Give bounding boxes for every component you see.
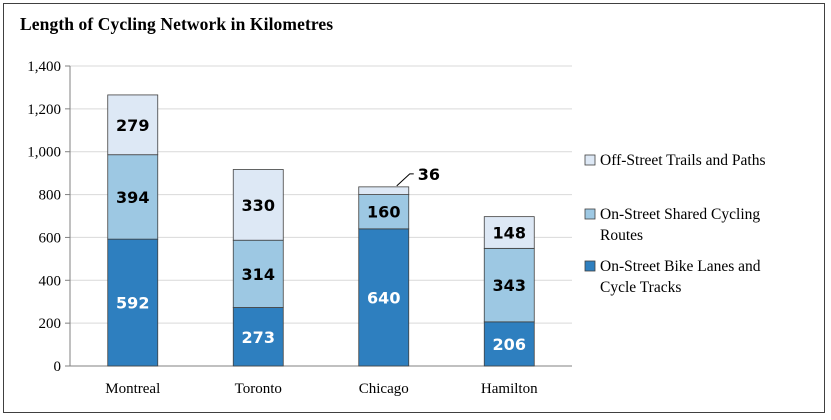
data-label-outside: 36 [418,165,440,184]
data-label: 148 [493,224,526,243]
legend-label: Routes [600,227,643,244]
y-tick-label: 0 [54,359,62,375]
data-label: 160 [367,203,400,222]
y-tick-label: 1,400 [27,59,61,75]
legend-label: Off-Street Trails and Paths [600,152,765,169]
data-label: 273 [242,328,275,347]
bar-segment-toronto-2 [232,169,284,241]
x-tick-label: Chicago [359,381,409,397]
y-tick-label: 800 [39,188,62,204]
x-tick-label: Hamilton [481,381,538,397]
data-label: 330 [242,196,275,215]
y-tick-label: 400 [39,273,62,289]
data-label: 314 [242,265,275,284]
bar-segment-montreal-0 [107,238,159,367]
bar-segment-montreal-2 [107,94,159,156]
bar-segment-montreal-1 [107,154,159,240]
y-tick-label: 1,200 [27,102,61,118]
legend-swatch-off-street-trails-and-paths [584,154,596,166]
bar-segment-hamilton-2 [483,216,535,249]
bar-segment-chicago-0 [358,228,410,367]
legend-swatch-on-street-bike-lanes-and-cycle-tracks [584,260,596,272]
y-tick-label: 1,000 [27,145,61,161]
x-tick-label: Toronto [235,381,282,397]
data-label: 394 [116,188,149,207]
data-label: 206 [493,335,526,354]
y-tick-label: 600 [39,230,62,246]
legend-label: Cycle Tracks [600,279,681,296]
data-label: 343 [493,276,526,295]
legend-label: On-Street Bike Lanes and [600,258,761,275]
bar-segment-chicago-1 [358,194,410,230]
chart-title: Length of Cycling Network in Kilometres [20,14,334,34]
bar-segment-hamilton-1 [483,247,535,323]
bar-segment-hamilton-0 [483,321,535,367]
bar-segment-toronto-0 [232,307,284,367]
x-tick-label: Montreal [105,381,160,397]
y-tick-label: 200 [39,316,62,332]
data-label: 279 [116,116,149,135]
data-label: 640 [367,288,400,307]
bar-segment-chicago-2 [358,186,410,195]
legend-swatch-on-street-shared-cycling-routes [584,208,596,220]
data-label: 592 [116,294,149,313]
leader-line [396,173,414,187]
bar-segment-toronto-1 [232,239,284,308]
legend-label: On-Street Shared Cycling [600,206,760,223]
